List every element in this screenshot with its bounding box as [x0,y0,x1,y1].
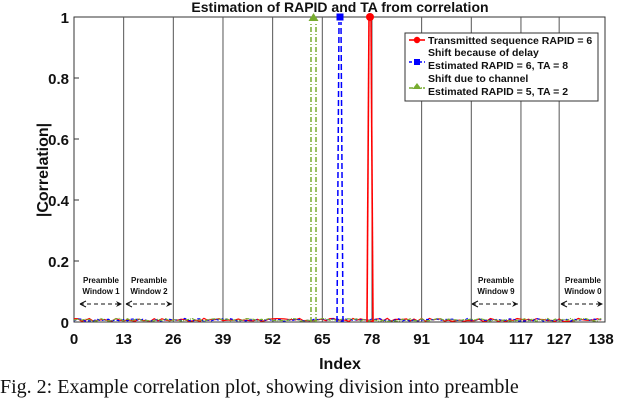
arrow-left-icon [79,300,87,308]
svg-text:Window 2: Window 2 [130,287,168,296]
triangle-marker-icon [412,83,422,89]
x-axis-ticks: 0 13 26 39 52 65 78 91 104 117 127 138 [70,331,614,348]
arrow-right-icon [116,301,122,307]
x-tick-label: 127 [547,331,572,348]
x-tick-label: 65 [314,331,331,348]
svg-text:Window 0: Window 0 [564,287,602,296]
y-tick-label: 0 [61,315,69,332]
preamble-window-2: Preamble Window 2 [125,276,172,308]
x-tick-label: 39 [215,331,232,348]
y-axis-label: |Correlation| [35,123,52,217]
y-tick-label: 0.2 [48,254,69,271]
preamble-window-9: Preamble Window 9 [471,276,518,308]
circle-marker-icon [366,13,374,21]
legend: Transmitted sequence RAPID = 6 Shift bec… [404,32,599,102]
arrow-left-icon [560,300,568,308]
svg-text:Shift due to channel: Shift due to channel [428,73,528,85]
x-tick-label: 78 [364,331,381,348]
series-red-peak [366,13,374,323]
x-tick-label: 0 [70,331,78,348]
svg-text:Preamble: Preamble [131,276,168,285]
svg-text:Shift because of delay: Shift because of delay [428,47,539,59]
legend-item-channel: Shift due to channel Estimated RAPID = 5… [409,73,568,98]
x-tick-label: 52 [264,331,281,348]
svg-text:Estimated RAPID = 6, TA = 8: Estimated RAPID = 6, TA = 8 [428,60,568,72]
square-marker-icon [336,13,344,21]
y-axis-ticks: 0 0.2 0.4 0.6 0.8 1 [48,10,79,332]
chart-title: Estimation of RAPID and TA from correlat… [191,0,488,15]
legend-item-delay: Shift because of delay Estimated RAPID =… [409,47,568,72]
x-tick-label: 13 [115,331,132,348]
svg-text:Preamble: Preamble [565,276,602,285]
triangle-marker-icon [308,13,319,21]
arrow-right-icon [166,301,172,307]
circle-marker-icon [413,36,421,44]
legend-item-transmitted: Transmitted sequence RAPID = 6 [409,35,592,47]
svg-text:Preamble: Preamble [478,276,515,285]
y-tick-label: 0.8 [48,71,69,88]
y-tick-label: 1 [61,10,69,27]
arrow-right-icon [512,301,518,307]
x-tick-label: 91 [413,331,430,348]
svg-text:Window 1: Window 1 [82,287,120,296]
preamble-window-0: Preamble Window 0 [560,276,603,308]
square-marker-icon [414,59,420,65]
svg-text:Transmitted sequence RAPID = 6: Transmitted sequence RAPID = 6 [428,35,592,47]
series-green-peak [308,13,319,322]
arrow-left-icon [471,300,479,308]
x-tick-label: 138 [589,331,614,348]
svg-text:Window 9: Window 9 [477,287,515,296]
arrow-right-icon [597,301,603,307]
figure-caption: Fig. 2: Example correlation plot, showin… [0,376,519,398]
arrow-left-icon [125,300,133,308]
x-tick-label: 26 [165,331,182,348]
series-blue-peak [336,13,344,323]
svg-text:Preamble: Preamble [83,276,120,285]
x-axis-label: Index [319,356,361,373]
svg-text:Estimated RAPID = 5, TA = 2: Estimated RAPID = 5, TA = 2 [428,86,568,98]
preamble-window-1: Preamble Window 1 [79,276,122,308]
x-tick-label: 117 [509,331,533,348]
y-tick-label: 0.4 [48,193,70,210]
y-tick-label: 0.6 [48,132,69,149]
x-tick-label: 104 [459,331,485,348]
